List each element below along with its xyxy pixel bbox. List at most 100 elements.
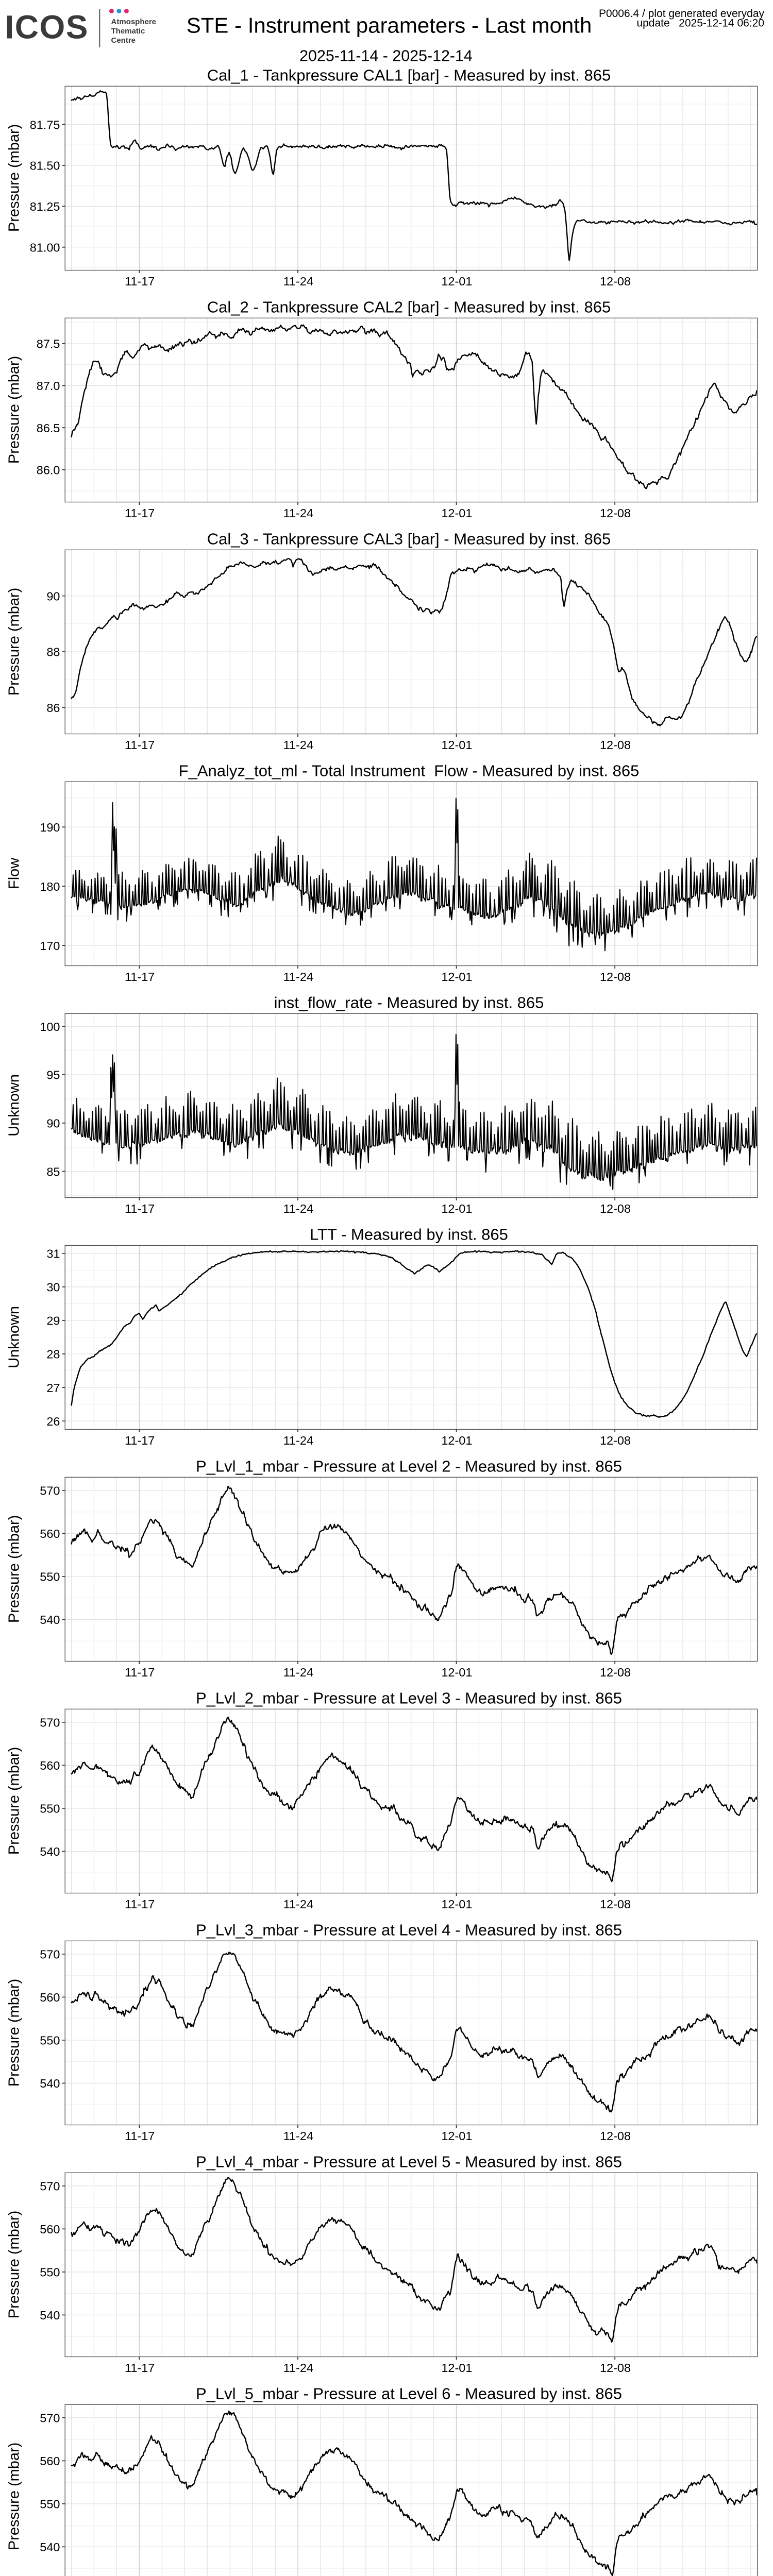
- svg-text:11-17: 11-17: [125, 738, 155, 752]
- svg-text:11-17: 11-17: [125, 1202, 155, 1215]
- svg-text:12-08: 12-08: [600, 1666, 631, 1679]
- svg-text:87.5: 87.5: [37, 337, 60, 351]
- svg-text:update 2025-12-14 06:20: update 2025-12-14 06:20: [636, 18, 764, 29]
- svg-text:29: 29: [46, 1314, 60, 1328]
- svg-text:570: 570: [40, 1484, 60, 1498]
- svg-text:11-17: 11-17: [125, 1666, 155, 1679]
- svg-text:86.5: 86.5: [37, 421, 60, 435]
- svg-text:95: 95: [46, 1069, 60, 1082]
- svg-text:11-24: 11-24: [283, 738, 313, 752]
- svg-text:540: 540: [40, 2540, 60, 2554]
- svg-text:540: 540: [40, 2309, 60, 2322]
- svg-text:Unknown: Unknown: [6, 1306, 22, 1368]
- svg-text:540: 540: [40, 1845, 60, 1858]
- svg-text:570: 570: [40, 2412, 60, 2425]
- svg-text:12-08: 12-08: [600, 506, 631, 520]
- svg-text:28: 28: [46, 1348, 60, 1361]
- svg-text:11-24: 11-24: [283, 275, 313, 288]
- svg-text:560: 560: [40, 1759, 60, 1772]
- svg-text:81.25: 81.25: [30, 200, 60, 213]
- svg-text:Pressure (mbar): Pressure (mbar): [6, 2443, 22, 2551]
- svg-text:P_Lvl_2_mbar - Pressure at Lev: P_Lvl_2_mbar - Pressure at Level 3 - Mea…: [196, 1689, 622, 1707]
- svg-text:85: 85: [46, 1165, 60, 1178]
- svg-text:Cal_1 - Tankpressure CAL1 [bar: Cal_1 - Tankpressure CAL1 [bar] - Measur…: [207, 66, 611, 84]
- svg-text:Unknown: Unknown: [6, 1074, 22, 1137]
- svg-text:11-24: 11-24: [283, 1202, 313, 1215]
- svg-text:11-24: 11-24: [283, 1434, 313, 1447]
- svg-text:12-01: 12-01: [441, 1434, 472, 1447]
- svg-text:30: 30: [46, 1281, 60, 1294]
- svg-text:190: 190: [40, 821, 60, 834]
- svg-text:560: 560: [40, 2454, 60, 2468]
- svg-text:P_Lvl_3_mbar - Pressure at Lev: P_Lvl_3_mbar - Pressure at Level 4 - Mea…: [196, 1921, 622, 1939]
- svg-text:560: 560: [40, 2223, 60, 2236]
- svg-text:STE - Instrument parameters -: STE - Instrument parameters - Last month: [187, 13, 592, 37]
- svg-text:570: 570: [40, 1716, 60, 1730]
- svg-text:12-01: 12-01: [441, 1202, 472, 1215]
- svg-text:P_Lvl_5_mbar - Pressure at Lev: P_Lvl_5_mbar - Pressure at Level 6 - Mea…: [196, 2384, 622, 2402]
- svg-text:Cal_2 - Tankpressure CAL2 [bar: Cal_2 - Tankpressure CAL2 [bar] - Measur…: [207, 298, 611, 316]
- svg-text:11-17: 11-17: [125, 506, 155, 520]
- svg-text:Atmosphere: Atmosphere: [111, 18, 157, 26]
- svg-text:560: 560: [40, 1527, 60, 1540]
- svg-text:570: 570: [40, 1948, 60, 1961]
- svg-text:26: 26: [46, 1415, 60, 1428]
- svg-text:P0006.4 / plot generated every: P0006.4 / plot generated everyday: [599, 8, 765, 20]
- svg-text:81.50: 81.50: [30, 159, 60, 173]
- svg-text:11-17: 11-17: [125, 970, 155, 984]
- svg-text:12-01: 12-01: [441, 506, 472, 520]
- svg-text:12-08: 12-08: [600, 275, 631, 288]
- svg-text:81.75: 81.75: [30, 118, 60, 131]
- svg-text:Pressure (mbar): Pressure (mbar): [6, 588, 22, 696]
- svg-text:11-17: 11-17: [125, 1897, 155, 1911]
- svg-text:86.0: 86.0: [37, 464, 60, 477]
- svg-text:81.00: 81.00: [30, 241, 60, 254]
- svg-text:12-01: 12-01: [441, 970, 472, 984]
- svg-text:11-24: 11-24: [283, 1897, 313, 1911]
- svg-text:2025-11-14 - 2025-12-14: 2025-11-14 - 2025-12-14: [299, 47, 473, 62]
- svg-text:P_Lvl_4_mbar - Pressure at Lev: P_Lvl_4_mbar - Pressure at Level 5 - Mea…: [196, 2153, 622, 2171]
- svg-text:90: 90: [46, 1117, 60, 1130]
- svg-text:12-01: 12-01: [441, 1897, 472, 1911]
- svg-text:11-17: 11-17: [125, 2129, 155, 2143]
- svg-text:560: 560: [40, 1991, 60, 2004]
- svg-text:Centre: Centre: [111, 36, 136, 45]
- svg-text:550: 550: [40, 2266, 60, 2279]
- svg-text:11-17: 11-17: [125, 1434, 155, 1447]
- svg-text:12-08: 12-08: [600, 2361, 631, 2375]
- svg-text:12-08: 12-08: [600, 738, 631, 752]
- svg-text:550: 550: [40, 1802, 60, 1816]
- svg-text:86: 86: [46, 701, 60, 715]
- svg-text:90: 90: [46, 589, 60, 603]
- svg-text:12-08: 12-08: [600, 1434, 631, 1447]
- svg-text:12-01: 12-01: [441, 738, 472, 752]
- svg-text:550: 550: [40, 1570, 60, 1584]
- svg-text:P_Lvl_1_mbar - Pressure at Lev: P_Lvl_1_mbar - Pressure at Level 2 - Mea…: [196, 1457, 622, 1475]
- svg-text:ICOS: ICOS: [5, 9, 89, 46]
- svg-text:31: 31: [46, 1247, 60, 1261]
- svg-text:Pressure (mbar): Pressure (mbar): [6, 1979, 22, 2087]
- svg-text:11-24: 11-24: [283, 506, 313, 520]
- svg-text:27: 27: [46, 1381, 60, 1395]
- svg-text:87.0: 87.0: [37, 379, 60, 393]
- svg-text:11-17: 11-17: [125, 275, 155, 288]
- svg-text:540: 540: [40, 1613, 60, 1626]
- svg-text:Pressure (mbar): Pressure (mbar): [6, 2211, 22, 2319]
- svg-text:170: 170: [40, 939, 60, 953]
- svg-text:Pressure (mbar): Pressure (mbar): [6, 1515, 22, 1623]
- svg-text:540: 540: [40, 2077, 60, 2090]
- svg-text:LTT - Measured by inst. 865: LTT - Measured by inst. 865: [310, 1225, 508, 1243]
- svg-text:12-01: 12-01: [441, 2129, 472, 2143]
- svg-text:Pressure (mbar): Pressure (mbar): [6, 1747, 22, 1855]
- svg-text:570: 570: [40, 2180, 60, 2193]
- svg-text:12-01: 12-01: [441, 2361, 472, 2375]
- svg-text:11-24: 11-24: [283, 970, 313, 984]
- svg-text:11-24: 11-24: [283, 1666, 313, 1679]
- svg-text:Thematic: Thematic: [111, 27, 145, 36]
- svg-text:550: 550: [40, 2498, 60, 2511]
- svg-text:100: 100: [40, 1020, 60, 1033]
- svg-text:Pressure (mbar): Pressure (mbar): [6, 356, 22, 464]
- svg-text:12-01: 12-01: [441, 275, 472, 288]
- svg-text:11-17: 11-17: [125, 2361, 155, 2375]
- svg-text:Flow: Flow: [6, 857, 22, 889]
